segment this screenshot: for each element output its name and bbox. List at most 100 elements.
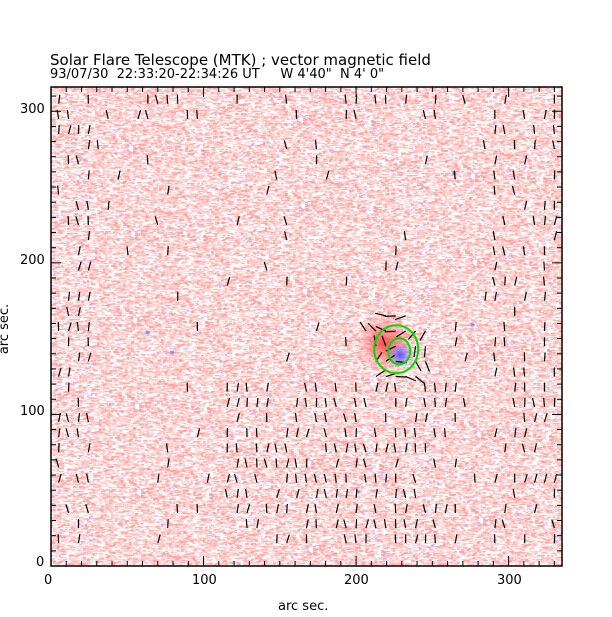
field-vector-arrow [393,382,397,392]
field-vector-arrow [87,443,91,453]
field-vector-arrow [522,246,526,256]
y-axis-label: arc sec. [0,303,13,355]
field-vector-arrow [276,488,280,498]
field-vector-arrow [107,200,110,210]
field-vector-arrow [365,519,369,529]
field-vector-arrow [236,216,240,226]
field-vector-arrow [323,488,327,498]
field-vector-arrow [87,170,90,180]
field-vector-arrow [55,458,60,468]
field-vector-arrow [58,428,61,438]
field-vector-arrow [355,458,358,468]
field-vector-arrow [67,291,71,301]
field-vector-arrow [176,503,179,513]
field-vector-arrow [412,473,417,483]
field-vector-arrow [434,397,436,407]
field-vector-arrow [462,94,466,104]
field-vector-arrow [521,443,526,453]
field-vector-arrow [454,322,457,332]
field-vector-arrow [543,109,547,119]
field-vector-arrow [492,231,496,241]
field-vector-arrow [533,443,538,453]
field-vector-arrow [256,519,259,529]
field-vector-arrow [77,306,81,317]
field-vector-arrow [87,125,91,135]
field-vector-arrow [286,473,289,483]
field-vector-arrow [375,488,378,498]
field-vector-arrow [434,503,437,514]
field-vector-arrow [543,200,546,210]
field-vector-arrow [443,428,446,438]
field-vector-arrow [414,413,418,423]
field-vector-arrow [553,216,558,226]
chart-title: Solar Flare Telescope (MTK) ; vector mag… [50,51,431,69]
field-vector-arrow [266,382,269,392]
field-vector-arrow [235,443,238,453]
field-vector-arrow [333,398,337,408]
field-vector-arrow [375,382,379,392]
field-vector-arrow [345,488,349,498]
field-vector-arrow [524,473,528,483]
field-vector-arrow [454,534,458,544]
field-vector-arrow [381,335,387,347]
field-vector-arrow [343,519,347,529]
field-contour [373,324,420,375]
field-vector-arrow [354,443,357,453]
field-vector-arrow [226,276,231,286]
field-vector-arrow [419,330,426,341]
field-vector-arrow [67,322,72,332]
field-vector-arrow [77,261,82,271]
field-vector-arrow [367,322,377,332]
field-vector-arrow [424,155,428,165]
field-vector-arrow [77,246,81,256]
field-vector-arrow [385,473,388,483]
field-vector-arrow [126,246,129,256]
field-vector-arrow [246,504,251,514]
field-vector-arrow [415,376,425,384]
field-vector-arrow [373,519,377,529]
field-vector-arrow [543,413,548,423]
field-vector-arrow [433,382,436,392]
field-vector-arrow [295,397,299,407]
field-vector-arrow [375,312,386,317]
field-vector-arrow [58,124,60,135]
field-vector-arrow [87,261,92,271]
field-vector-arrow [117,170,121,180]
x-tick-label: 300 [497,573,522,588]
field-vector-arrow [413,346,417,358]
field-vector-arrow [283,140,288,150]
field-vector-arrow [335,504,339,514]
field-vector-arrow [86,200,89,210]
field-vector-arrow [333,443,337,453]
field-vector-arrow [532,397,536,407]
field-vector-arrow [86,413,89,423]
field-vector-arrow [167,246,169,256]
field-vector-arrow [355,488,358,498]
field-vector-arrow [553,473,558,483]
field-vector-arrow [542,276,546,286]
field-vector-arrow [424,413,428,423]
field-vector-arrow [58,473,62,483]
field-vector-arrow [294,458,298,468]
field-vector-arrow [523,412,526,423]
field-vector-arrow [493,352,496,362]
field-vector-arrow [359,321,367,332]
field-vector-arrow [334,473,337,483]
field-vector-arrow [464,352,468,362]
field-vector-arrow [453,170,456,180]
field-vector-arrow [286,503,288,513]
field-vector-arrow [454,458,458,468]
field-vector-arrow [266,397,269,407]
field-vector-arrow [522,109,526,119]
magnetogram-image [51,87,562,566]
plot-frame [50,86,563,567]
field-vector-arrow [283,216,288,226]
field-vector-arrow [454,337,458,347]
field-vector-arrow [511,185,516,195]
field-vector-arrow [245,519,248,529]
field-vector-arrow [512,170,516,180]
field-vector-arrow [323,428,327,438]
field-vector-arrow [236,503,239,514]
field-vector-arrow [407,330,417,340]
field-vector-arrow [65,428,70,438]
